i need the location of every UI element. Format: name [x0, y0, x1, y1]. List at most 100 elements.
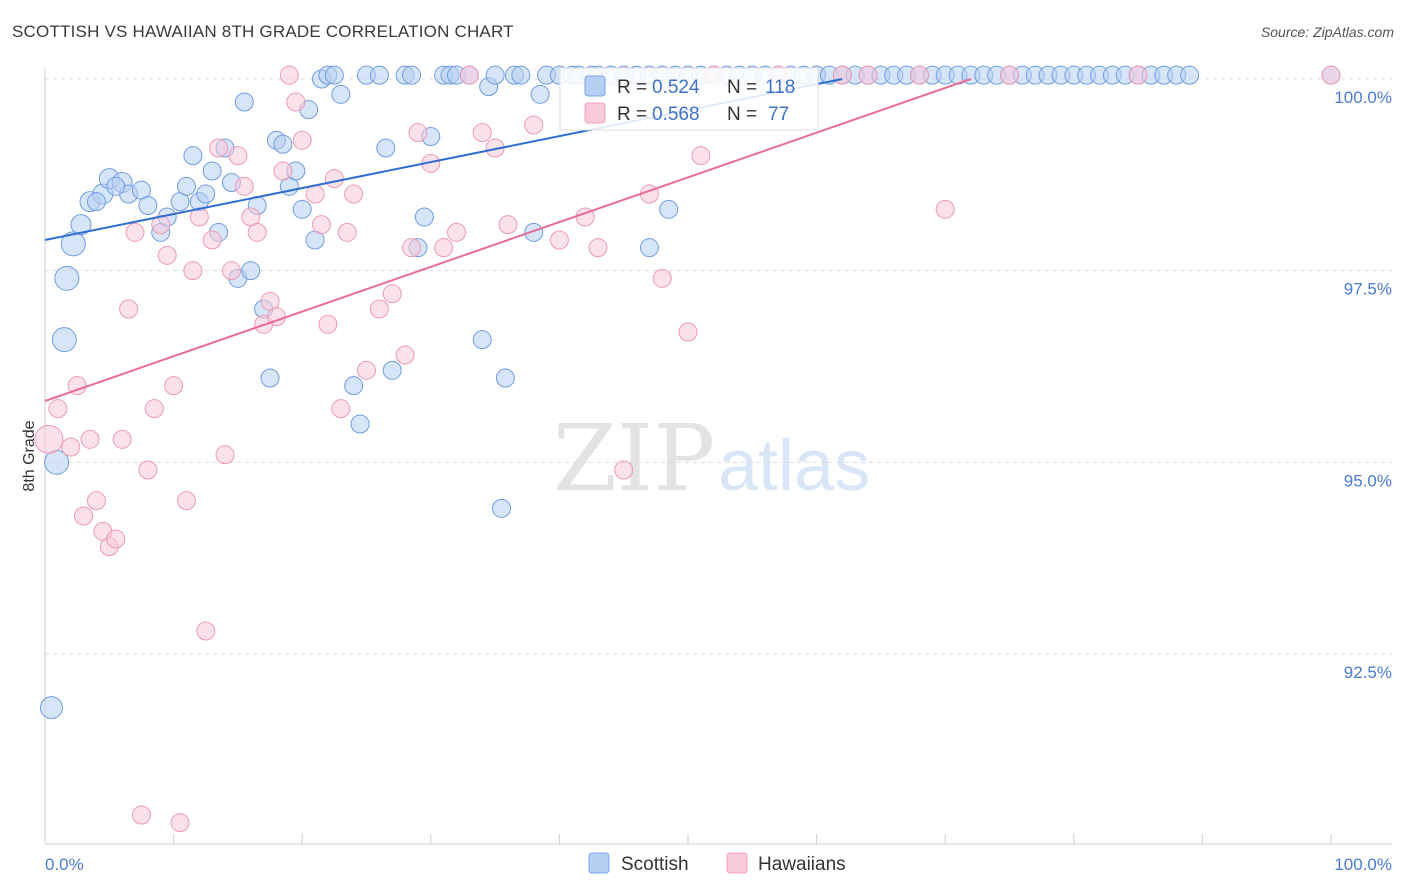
- legend-n-value-hawaiians: 77: [768, 104, 789, 125]
- y-axis-label: 8th Grade: [21, 420, 38, 491]
- point-hawaiians: [176, 491, 196, 511]
- point-hawaiians: [1321, 65, 1341, 85]
- point-scottish: [196, 184, 216, 204]
- point-scottish: [331, 84, 351, 104]
- y-tick-labels: 92.5% 95.0% 97.5% 100.0%: [1334, 88, 1392, 682]
- point-scottish: [54, 265, 80, 291]
- point-hawaiians: [408, 123, 428, 143]
- point-scottish: [273, 134, 293, 154]
- point-hawaiians: [498, 215, 518, 235]
- legend-r-label-hawaiians: R =: [617, 104, 647, 125]
- x-ticks: [44, 834, 1332, 844]
- bottom-legend-swatch-scottish: [588, 852, 610, 874]
- point-hawaiians: [588, 238, 608, 258]
- point-hawaiians: [318, 314, 338, 334]
- point-scottish: [324, 65, 344, 85]
- point-scottish: [659, 199, 679, 219]
- point-scottish: [183, 146, 203, 166]
- point-scottish: [350, 414, 370, 434]
- bottom-legend-label-scottish: Scottish: [621, 854, 689, 875]
- legend-r-value-hawaiians: 0.568: [652, 104, 700, 125]
- point-hawaiians: [524, 115, 544, 135]
- point-hawaiians: [337, 222, 357, 242]
- point-scottish: [511, 65, 531, 85]
- point-hawaiians: [131, 805, 151, 825]
- point-scottish: [376, 138, 396, 158]
- watermark-atlas: atlas: [718, 426, 870, 506]
- legend-n-label-scottish: N =: [727, 77, 757, 98]
- point-hawaiians: [357, 360, 376, 380]
- point-scottish: [202, 161, 222, 181]
- point-hawaiians: [157, 245, 177, 265]
- point-hawaiians: [183, 261, 203, 281]
- point-hawaiians: [678, 322, 698, 342]
- point-hawaiians: [395, 345, 415, 365]
- bottom-legend-label-hawaiians: Hawaiians: [758, 854, 846, 875]
- y-tick-label: 100.0%: [1334, 88, 1392, 107]
- point-hawaiians: [1000, 65, 1019, 85]
- bottom-legend-swatch-hawaiians: [726, 852, 748, 874]
- point-hawaiians: [170, 813, 190, 833]
- point-hawaiians: [202, 230, 222, 250]
- point-scottish: [292, 199, 312, 219]
- point-hawaiians: [209, 138, 229, 158]
- watermark-zip: ZIP: [553, 405, 715, 512]
- point-hawaiians: [382, 284, 402, 304]
- point-hawaiians: [832, 65, 852, 85]
- point-hawaiians: [138, 460, 158, 480]
- point-hawaiians: [74, 506, 94, 526]
- point-scottish: [106, 176, 126, 196]
- chart-source: Source: ZipAtlas.com: [1260, 24, 1394, 40]
- trendline-hawaiians: [44, 78, 972, 402]
- point-scottish: [530, 84, 550, 104]
- legend-r-value-scottish: 0.524: [652, 77, 700, 98]
- point-scottish: [241, 261, 261, 281]
- point-scottish: [369, 65, 389, 85]
- point-scottish: [260, 368, 280, 388]
- y-tick-label: 97.5%: [1344, 280, 1392, 299]
- y-tick-label: 95.0%: [1344, 471, 1392, 490]
- point-hawaiians: [234, 176, 254, 196]
- point-hawaiians: [86, 491, 106, 511]
- point-hawaiians: [447, 222, 467, 242]
- point-hawaiians: [472, 123, 492, 143]
- point-hawaiians: [221, 261, 241, 281]
- point-scottish: [51, 327, 77, 353]
- point-hawaiians: [292, 130, 312, 150]
- point-hawaiians: [106, 529, 126, 549]
- point-hawaiians: [228, 146, 248, 166]
- legend-swatch-scottish: [584, 75, 606, 97]
- point-hawaiians: [402, 238, 422, 258]
- point-scottish: [344, 376, 364, 396]
- point-scottish: [234, 92, 254, 112]
- point-hawaiians: [125, 222, 145, 242]
- point-scottish: [492, 498, 512, 518]
- legend-swatch-hawaiians: [584, 102, 606, 124]
- point-scottish: [1180, 65, 1200, 85]
- point-hawaiians: [112, 429, 132, 449]
- point-hawaiians: [196, 621, 216, 641]
- point-hawaiians: [273, 161, 293, 181]
- point-scottish: [495, 368, 515, 388]
- point-hawaiians: [459, 65, 479, 85]
- point-hawaiians: [80, 429, 100, 449]
- point-scottish: [86, 192, 106, 212]
- point-hawaiians: [1128, 65, 1148, 85]
- point-hawaiians: [34, 424, 64, 454]
- point-hawaiians: [119, 299, 139, 319]
- point-scottish: [176, 176, 196, 196]
- point-scottish: [485, 65, 505, 85]
- point-scottish: [472, 330, 492, 350]
- point-scottish: [524, 222, 544, 242]
- point-scottish: [70, 214, 92, 236]
- point-hawaiians: [652, 268, 672, 288]
- point-hawaiians: [279, 65, 299, 85]
- legend-r-label-scottish: R =: [617, 77, 647, 98]
- trendlines: [44, 78, 972, 402]
- point-hawaiians: [61, 437, 81, 457]
- point-hawaiians: [311, 215, 331, 235]
- point-hawaiians: [909, 65, 929, 85]
- point-hawaiians: [48, 399, 68, 419]
- point-hawaiians: [215, 445, 235, 465]
